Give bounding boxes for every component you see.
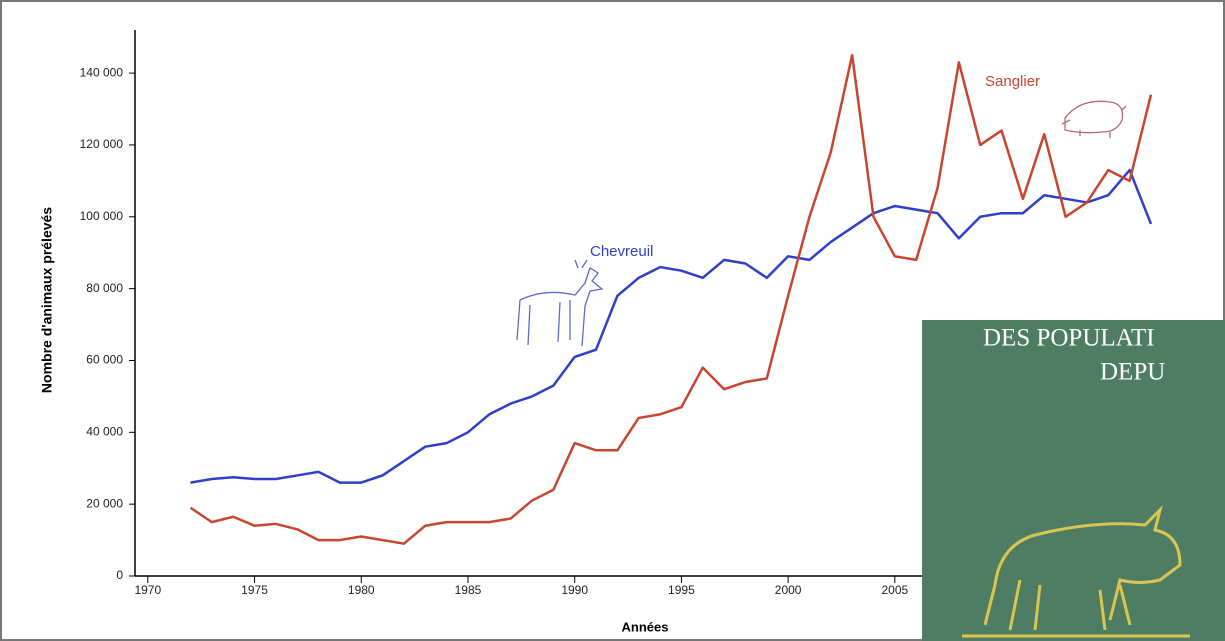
x-tick-label: 1970 [134, 583, 161, 597]
panel-bg [922, 320, 1225, 641]
series-line [190, 168, 1153, 484]
panel-boar-icon [962, 505, 1190, 638]
y-tick-label: 120 000 [80, 137, 124, 151]
x-axis-title: Années [622, 619, 669, 634]
y-tick-label: 40 000 [86, 424, 123, 438]
series-line [189, 53, 1153, 545]
x-tick-label: 2005 [881, 583, 908, 597]
panel-text: DES POPULATI [983, 325, 1155, 352]
y-axis-title: Nombre d'animaux prélevés [39, 207, 55, 393]
deer-icon [516, 259, 604, 347]
series-label: Chevreuil [590, 243, 653, 260]
x-tick-label: 1985 [455, 583, 482, 597]
series-label: Sanglier [985, 73, 1040, 90]
y-tick-label: 100 000 [80, 209, 124, 223]
x-tick-label: 2000 [775, 583, 802, 597]
overlay-panel: DES POPULATI DEPU [922, 320, 1225, 641]
y-tick-label: 80 000 [86, 281, 123, 295]
y-tick-label: 20 000 [86, 496, 123, 510]
panel-text: DEPU [1100, 359, 1165, 386]
x-tick-label: 1980 [348, 583, 375, 597]
y-tick-label: 140 000 [80, 65, 124, 79]
y-tick-label: 60 000 [86, 353, 123, 367]
x-tick-label: 1975 [241, 583, 268, 597]
x-tick-label: 1990 [561, 583, 588, 597]
x-tick-label: 1995 [668, 583, 695, 597]
boar-icon [1061, 100, 1127, 138]
y-tick-label: 0 [116, 568, 123, 582]
